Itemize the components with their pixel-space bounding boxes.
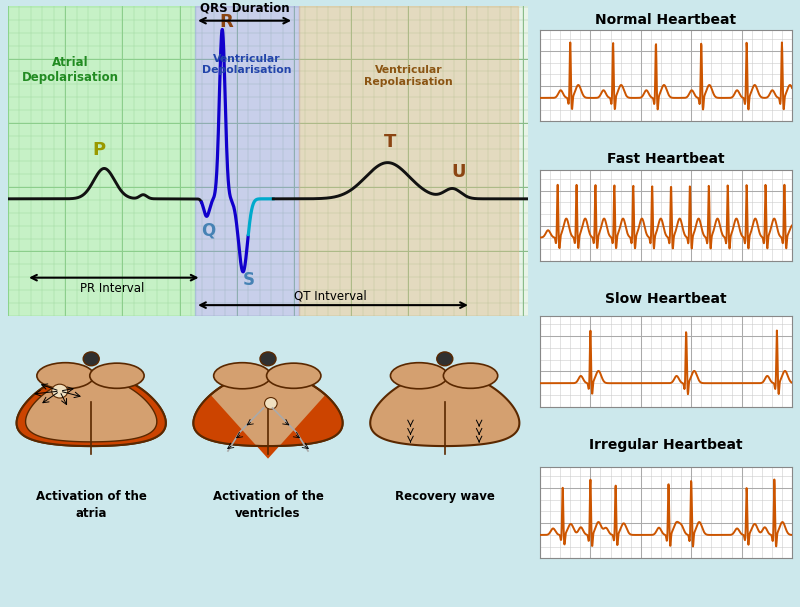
Text: U: U (451, 163, 466, 181)
Ellipse shape (265, 398, 277, 409)
Ellipse shape (443, 363, 498, 388)
Polygon shape (17, 372, 166, 446)
Text: Irregular Heartbeat: Irregular Heartbeat (589, 438, 743, 452)
Ellipse shape (90, 363, 144, 388)
Ellipse shape (214, 363, 271, 389)
Text: Normal Heartbeat: Normal Heartbeat (595, 13, 737, 27)
Text: PR Interval: PR Interval (80, 282, 144, 295)
Text: atria: atria (75, 507, 107, 520)
Ellipse shape (266, 363, 321, 388)
Text: Atrial
Depolarisation: Atrial Depolarisation (22, 56, 119, 84)
Text: Ventricular
Depolarisation: Ventricular Depolarisation (202, 53, 292, 75)
Bar (195, 6, 299, 316)
Text: Q: Q (202, 221, 216, 239)
Text: Ventricular
Repolarisation: Ventricular Repolarisation (364, 66, 453, 87)
Polygon shape (17, 372, 166, 446)
Text: Slow Heartbeat: Slow Heartbeat (605, 292, 727, 306)
Ellipse shape (37, 363, 94, 389)
Ellipse shape (83, 352, 99, 366)
Ellipse shape (52, 384, 68, 398)
Text: Recovery wave: Recovery wave (395, 490, 494, 503)
Bar (299, 6, 518, 316)
Text: P: P (92, 141, 106, 159)
Polygon shape (370, 372, 519, 446)
Text: Activation of the: Activation of the (213, 490, 323, 503)
Text: QT Intverval: QT Intverval (294, 290, 366, 302)
Bar (8, 6, 195, 316)
Text: ventricles: ventricles (235, 507, 301, 520)
Polygon shape (194, 395, 342, 459)
Polygon shape (26, 377, 157, 442)
Text: T: T (383, 134, 396, 151)
Text: QRS Duration: QRS Duration (200, 2, 290, 15)
Ellipse shape (260, 352, 276, 366)
Ellipse shape (390, 363, 448, 389)
Polygon shape (194, 372, 342, 446)
Ellipse shape (437, 352, 453, 366)
Text: R: R (219, 13, 233, 30)
Text: S: S (243, 271, 255, 290)
Text: Fast Heartbeat: Fast Heartbeat (607, 152, 725, 166)
Text: Activation of the: Activation of the (36, 490, 146, 503)
